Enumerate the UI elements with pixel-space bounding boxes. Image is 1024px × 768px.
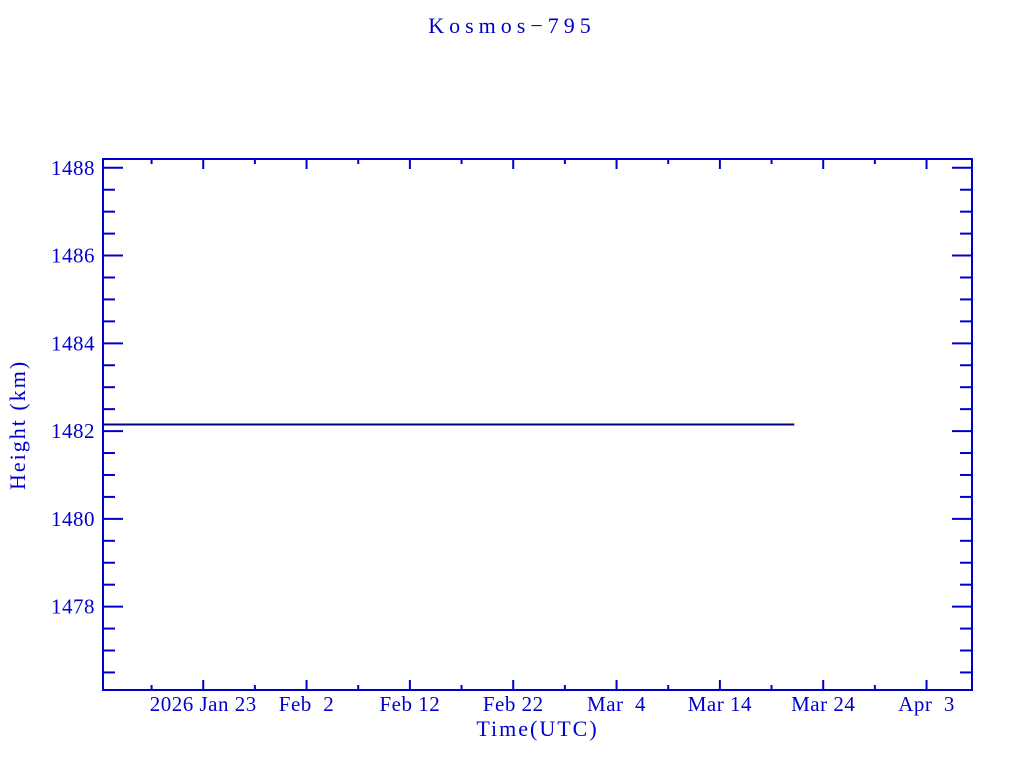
y-tick-label: 1488 xyxy=(51,156,95,180)
x-tick-label: 2026 Jan 23 xyxy=(150,692,257,716)
x-axis-label: Time(UTC) xyxy=(476,716,599,741)
x-tick-label: Mar 4 xyxy=(587,692,646,716)
x-tick-label: Mar 24 xyxy=(791,692,855,716)
x-tick-label: Apr 3 xyxy=(898,692,955,716)
x-tick-label: Mar 14 xyxy=(688,692,752,716)
y-tick-label: 1480 xyxy=(51,507,95,531)
y-tick-label: 1484 xyxy=(51,331,95,355)
x-tick-label: Feb 12 xyxy=(380,692,441,716)
y-tick-label: 1486 xyxy=(51,244,95,268)
y-tick-label: 1482 xyxy=(51,419,95,443)
chart-title: Kosmos−795 xyxy=(428,13,596,38)
y-tick-label: 1478 xyxy=(51,595,95,619)
x-tick-label: Feb 22 xyxy=(483,692,544,716)
x-tick-label: Feb 2 xyxy=(279,692,335,716)
